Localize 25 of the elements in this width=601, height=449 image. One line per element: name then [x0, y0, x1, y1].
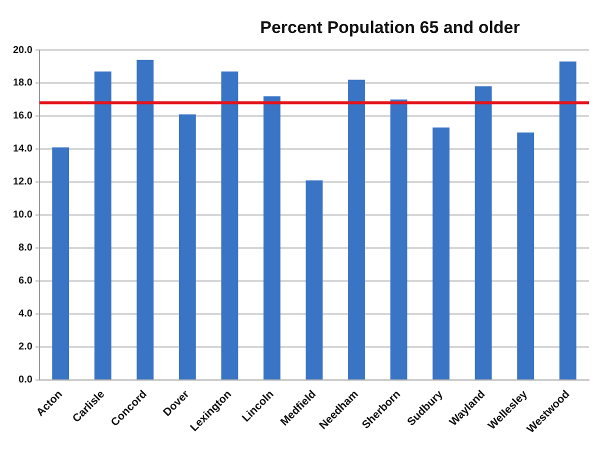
bar	[221, 71, 238, 380]
bar	[264, 96, 280, 380]
bar	[559, 62, 576, 380]
y-tick-label: 14.0	[12, 144, 33, 155]
bar	[136, 60, 154, 380]
y-tick-label: 6.0	[18, 276, 33, 287]
bar	[94, 71, 112, 380]
y-tick-label: 12.0	[12, 176, 33, 188]
bar	[432, 128, 450, 380]
bar	[474, 86, 492, 380]
bar	[306, 180, 323, 380]
y-tick-label: 16.0	[12, 110, 33, 122]
bar	[390, 99, 408, 380]
y-tick-label: 2.0	[18, 342, 33, 353]
bar	[348, 80, 365, 380]
bar	[517, 132, 534, 380]
y-tick-label: 18.0	[12, 78, 33, 89]
bar	[52, 147, 70, 380]
y-tick-label: 20.0	[12, 44, 33, 56]
chart-title: Percent Population 65 and older	[259, 18, 521, 38]
y-tick-label: 4.0	[18, 308, 33, 320]
y-tick-label: 8.0	[18, 242, 33, 254]
y-tick-label: 10.0	[12, 210, 33, 221]
y-tick-label: 0.0	[18, 374, 33, 386]
bar	[178, 114, 196, 380]
